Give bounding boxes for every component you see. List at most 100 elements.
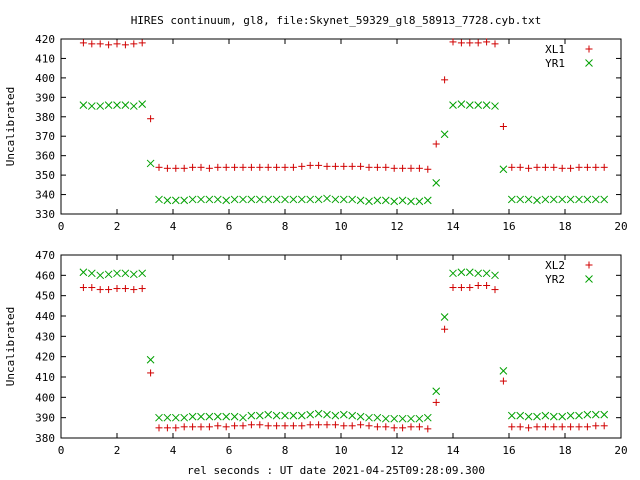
data-point-XL1	[499, 123, 507, 130]
data-point-XL2	[155, 424, 163, 432]
data-point-YR1	[499, 165, 508, 174]
data-point-XL2	[247, 421, 255, 429]
data-point-YR1	[465, 101, 474, 109]
data-point-XL1	[600, 163, 608, 171]
data-point-YR2	[465, 268, 474, 277]
data-point-XL2	[222, 423, 230, 431]
data-point-XL1	[525, 164, 533, 172]
x-tick-label: 10	[334, 444, 347, 457]
data-point-XL1	[399, 164, 407, 172]
data-point-YR2	[230, 412, 239, 421]
data-point-YR2	[306, 410, 315, 419]
data-point-XL2	[96, 286, 104, 294]
data-point-YR2	[533, 412, 541, 421]
data-point-YR1	[289, 195, 298, 204]
data-point-YR1	[155, 195, 163, 204]
data-point-XL1	[382, 163, 390, 171]
x-tick-label: 20	[614, 444, 627, 457]
x-tick-label: 20	[614, 220, 627, 233]
data-point-YR1	[415, 197, 424, 206]
data-point-YR1	[188, 195, 197, 204]
y-tick-label: 390	[35, 412, 55, 425]
series-YR1	[79, 100, 609, 206]
data-point-XL1	[390, 164, 398, 172]
data-point-YR2	[272, 411, 281, 420]
data-point-YR1	[356, 196, 365, 205]
data-point-YR1	[566, 195, 575, 204]
x-tick-label: 12	[390, 220, 403, 233]
data-point-XL2	[121, 285, 129, 293]
data-point-YR1	[541, 195, 550, 204]
data-point-YR2	[390, 414, 399, 423]
data-point-YR2	[516, 411, 525, 420]
data-point-YR2	[482, 269, 491, 278]
data-point-XL2	[483, 282, 491, 289]
data-point-XL2	[491, 286, 499, 294]
x-tick-label: 16	[502, 220, 515, 233]
data-point-YR2	[381, 414, 390, 423]
data-point-XL1	[231, 163, 239, 171]
data-point-YR1	[365, 197, 373, 206]
data-point-YR1	[440, 130, 449, 139]
data-point-XL1	[432, 140, 440, 148]
data-point-YR1	[171, 196, 180, 205]
data-point-YR1	[264, 195, 273, 204]
data-point-XL1	[264, 163, 272, 171]
data-point-YR1	[591, 195, 600, 204]
data-point-XL1	[96, 40, 104, 48]
data-point-XL2	[113, 285, 121, 293]
data-point-YR1	[423, 196, 432, 205]
data-point-XL2	[88, 284, 96, 292]
data-point-XL2	[298, 422, 306, 430]
data-point-XL1	[79, 39, 87, 47]
data-point-YR1	[457, 100, 466, 108]
data-point-YR1	[533, 196, 541, 205]
x-axis-label: rel seconds : UT date 2021-04-25T09:28:0…	[187, 464, 485, 477]
x-tick-label: 0	[58, 220, 65, 233]
data-point-YR2	[163, 413, 172, 422]
data-point-YR2	[457, 268, 466, 277]
data-point-YR1	[281, 195, 289, 204]
data-point-YR2	[365, 413, 373, 422]
data-point-YR1	[339, 195, 348, 204]
data-point-YR2	[524, 412, 533, 421]
data-point-XL2	[138, 285, 146, 293]
data-point-XL1	[180, 164, 188, 172]
data-point-XL2	[273, 422, 281, 430]
data-point-YR2	[440, 313, 449, 321]
y-tick-label: 460	[35, 269, 55, 282]
data-point-YR1	[491, 102, 499, 110]
x-tick-label: 2	[114, 444, 121, 457]
data-point-YR1	[180, 196, 189, 205]
data-point-XL2	[441, 325, 449, 333]
data-point-XL1	[113, 40, 121, 48]
data-point-YR2	[213, 412, 222, 421]
data-point-XL2	[390, 424, 398, 432]
data-point-XL1	[163, 164, 171, 172]
y-axis-label: Uncalibrated	[4, 87, 17, 166]
data-point-YR2	[205, 412, 214, 421]
data-point-YR1	[121, 101, 130, 109]
data-point-YR2	[171, 413, 180, 422]
data-point-XL2	[205, 423, 213, 431]
plot-frame	[60, 38, 622, 215]
chart-title: HIRES continuum, gl8, file:Skynet_59329_…	[131, 14, 542, 27]
data-point-YR2	[566, 411, 575, 420]
x-tick-label: 16	[502, 444, 515, 457]
legend-label-YR1: YR1	[545, 57, 565, 70]
data-point-YR2	[591, 410, 600, 419]
data-point-XL1	[348, 162, 356, 170]
data-point-YR1	[138, 100, 147, 108]
data-point-XL1	[130, 40, 138, 48]
data-point-XL2	[281, 422, 289, 430]
data-point-XL2	[239, 422, 247, 430]
data-point-YR2	[264, 410, 273, 419]
data-point-XL2	[264, 422, 272, 430]
data-point-XL2	[424, 425, 432, 433]
y-tick-label: 330	[35, 208, 55, 221]
data-point-YR1	[398, 196, 407, 205]
data-point-YR1	[314, 195, 323, 204]
x-tick-label: 12	[390, 444, 403, 457]
data-point-XL1	[449, 38, 457, 46]
data-point-YR2	[96, 271, 105, 280]
